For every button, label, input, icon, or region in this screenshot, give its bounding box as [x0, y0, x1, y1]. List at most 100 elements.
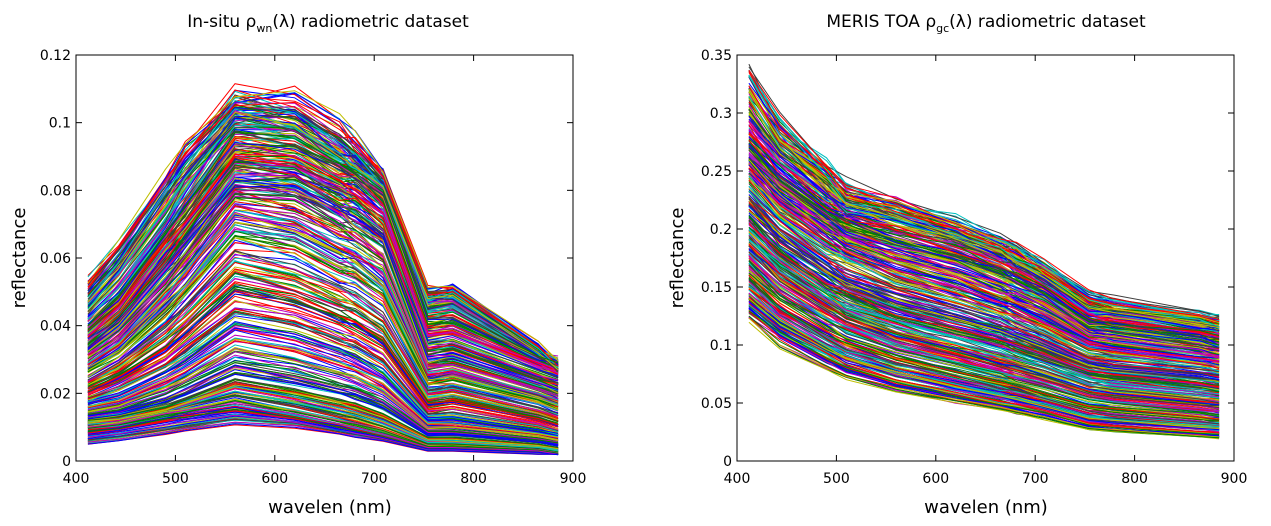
- y-tick-label: 0.04: [40, 319, 71, 335]
- series-line: [748, 317, 1220, 438]
- series-line: [87, 249, 559, 417]
- series-line: [748, 315, 1220, 439]
- chart-left: In-situ ρwn(λ) radiometric dataset 400 50…: [9, 12, 586, 518]
- y-tick-label: 0: [62, 454, 71, 470]
- series-line: [748, 222, 1220, 384]
- series-line: [87, 270, 559, 423]
- chart-left-ticks: 400 500 600 700 800 900 0 0.02 0.04 0.06 0.08 0.1 0.…: [40, 48, 587, 487]
- series-line: [87, 269, 559, 421]
- chart-right-plot-area: [748, 63, 1220, 440]
- series-line: [748, 278, 1220, 422]
- series-line: [87, 338, 559, 438]
- series-line: [748, 251, 1220, 409]
- series-line: [87, 402, 559, 455]
- series-line: [748, 108, 1220, 328]
- series-line: [748, 210, 1220, 381]
- y-tick-label: 0.2: [710, 222, 732, 238]
- series-line: [748, 112, 1220, 329]
- x-tick-label: 600: [922, 471, 949, 487]
- series-line: [87, 121, 559, 368]
- x-tick-label: 600: [261, 471, 288, 487]
- series-line: [87, 211, 559, 402]
- series-line: [87, 108, 559, 371]
- series-line: [87, 281, 559, 426]
- series-line: [748, 280, 1220, 425]
- y-tick-label: 0.25: [701, 164, 732, 180]
- x-tick-label: 700: [1022, 471, 1049, 487]
- series-line: [87, 101, 559, 367]
- x-tick-label: 900: [1221, 471, 1248, 487]
- series-line: [87, 92, 559, 364]
- series-line: [87, 162, 559, 374]
- series-line: [87, 400, 559, 454]
- series-line: [748, 172, 1220, 359]
- series-line: [87, 165, 559, 386]
- series-line: [748, 216, 1220, 386]
- series-line: [87, 291, 559, 428]
- series-line: [748, 75, 1220, 328]
- chart-right-xlabel: wavelen (nm): [924, 497, 1048, 518]
- series-line: [87, 351, 559, 442]
- series-line: [87, 379, 559, 448]
- series-line: [748, 223, 1220, 388]
- y-tick-label: 0.12: [40, 48, 71, 64]
- series-line: [87, 210, 559, 401]
- series-line: [87, 386, 559, 451]
- series-line: [748, 118, 1220, 330]
- series-line: [748, 159, 1220, 355]
- series-line: [748, 298, 1220, 429]
- series-line: [87, 337, 559, 438]
- series-line: [87, 312, 559, 433]
- series-line: [87, 193, 559, 395]
- series-line: [748, 228, 1220, 395]
- series-line: [87, 110, 559, 372]
- y-tick-label: 0.15: [701, 280, 732, 296]
- series-line: [87, 121, 559, 372]
- chart-left-title: In-situ ρwn(λ) radiometric dataset: [187, 12, 469, 35]
- y-tick-label: 0.06: [40, 251, 71, 267]
- series-line: [748, 303, 1220, 434]
- series-line: [748, 205, 1220, 381]
- series-line: [748, 260, 1220, 416]
- series-line: [87, 111, 559, 370]
- series-line: [748, 75, 1220, 322]
- series-line: [748, 185, 1220, 372]
- series-line: [87, 183, 559, 386]
- series-line: [748, 241, 1220, 404]
- series-line: [748, 91, 1220, 324]
- x-tick-label: 900: [560, 471, 587, 487]
- series-line: [748, 158, 1220, 348]
- series-line: [748, 238, 1220, 399]
- y-tick-label: 0.08: [40, 183, 71, 199]
- series-line: [87, 364, 559, 445]
- series-line: [748, 257, 1220, 412]
- series-line: [87, 320, 559, 434]
- series-line: [748, 179, 1220, 369]
- x-tick-label: 500: [823, 471, 850, 487]
- x-tick-label: 500: [162, 471, 189, 487]
- x-tick-label: 800: [460, 471, 487, 487]
- series-line: [87, 132, 559, 364]
- series-line: [87, 157, 559, 384]
- series-line: [87, 423, 559, 455]
- series-line: [87, 313, 559, 432]
- series-line: [748, 289, 1220, 428]
- series-line: [748, 91, 1220, 323]
- y-tick-label: 0.3: [710, 106, 732, 122]
- series-line: [87, 253, 559, 417]
- series-line: [87, 181, 559, 391]
- series-line: [748, 160, 1220, 356]
- series-line: [87, 361, 559, 444]
- chart-right-ylabel: reflectance: [667, 208, 688, 309]
- series-line: [748, 219, 1220, 389]
- chart-right-title: MERIS TOA ρgc(λ) radiometric dataset: [826, 12, 1146, 35]
- y-tick-label: 0.1: [710, 338, 732, 354]
- series-line: [748, 253, 1220, 412]
- y-tick-label: 0.05: [701, 396, 732, 412]
- series-line: [87, 311, 559, 432]
- series-line: [87, 90, 559, 362]
- series-line: [748, 215, 1220, 392]
- series-line: [87, 411, 559, 456]
- chart-right-axes-box: [736, 54, 1235, 462]
- series-line: [748, 157, 1220, 349]
